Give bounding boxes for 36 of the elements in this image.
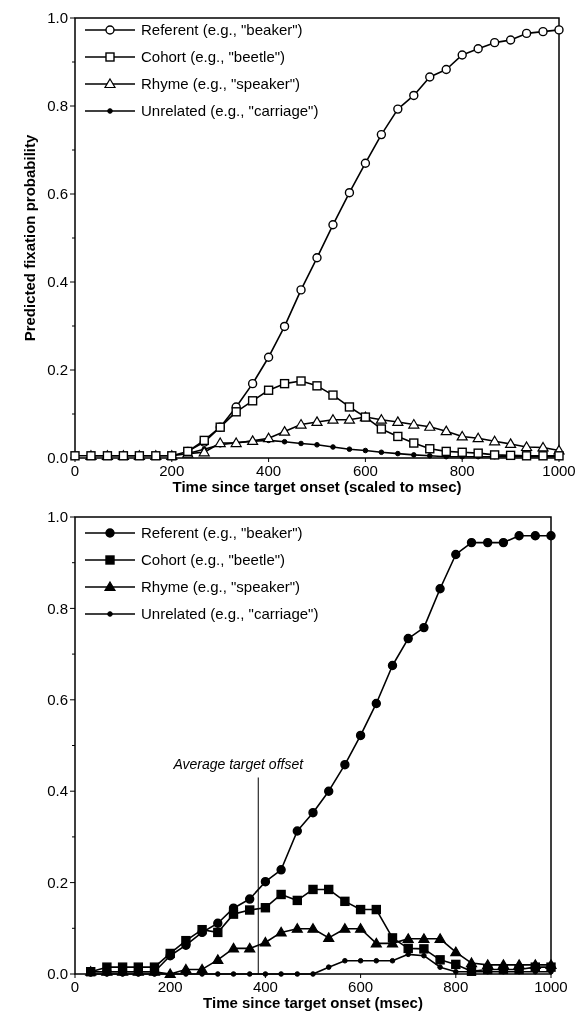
x-axis-title: Time since target onset (msec) (203, 994, 423, 1011)
legend-label: Cohort (e.g., "beetle") (141, 48, 286, 66)
x-tick-label: 1000 (542, 462, 576, 479)
y-tick-label: 1.0 (47, 508, 68, 526)
x-tick-label: 400 (252, 978, 278, 995)
y-tick-label: 0.4 (47, 782, 68, 800)
x-tick-label: 0 (70, 978, 80, 995)
y-tick-label: 0.2 (47, 361, 68, 379)
y-tick-label: 0.0 (47, 965, 68, 983)
x-tick-label: 1000 (534, 978, 568, 995)
legend-label: Rhyme (e.g., "speaker") (141, 75, 301, 93)
x-tick-label: 200 (159, 462, 185, 479)
y-tick-label: 0.6 (47, 691, 68, 709)
x-axis-title: Time since target onset (scaled to msec) (172, 478, 462, 495)
y-tick-label: 0.8 (47, 97, 68, 115)
legend-label: Referent (e.g., "beaker") (141, 524, 303, 542)
legend-label: Referent (e.g., "beaker") (141, 21, 303, 39)
y-axis-title: Predicted fixation probability (21, 134, 38, 342)
x-tick-label: 200 (157, 978, 183, 995)
x-tick-label: 600 (352, 462, 378, 479)
x-tick-label: 800 (449, 462, 475, 479)
y-tick-label: 1.0 (47, 9, 68, 27)
legend-label: Unrelated (e.g., "carriage") (141, 605, 319, 623)
x-tick-label: 600 (348, 978, 374, 995)
x-tick-label: 0 (70, 462, 80, 479)
legend-label: Cohort (e.g., "beetle") (141, 551, 286, 569)
x-tick-label: 800 (443, 978, 469, 995)
y-tick-label: 0.8 (47, 599, 68, 617)
y-tick-label: 0.4 (47, 273, 68, 291)
legend-label: Rhyme (e.g., "speaker") (141, 578, 301, 596)
ref-line-label: Average target offset (172, 756, 305, 773)
y-tick-label: 0.6 (47, 185, 68, 203)
legend-label: Unrelated (e.g., "carriage") (141, 102, 319, 120)
x-tick-label: 400 (256, 462, 282, 479)
y-tick-label: 0.2 (47, 873, 68, 891)
y-tick-label: 0.0 (47, 449, 68, 467)
